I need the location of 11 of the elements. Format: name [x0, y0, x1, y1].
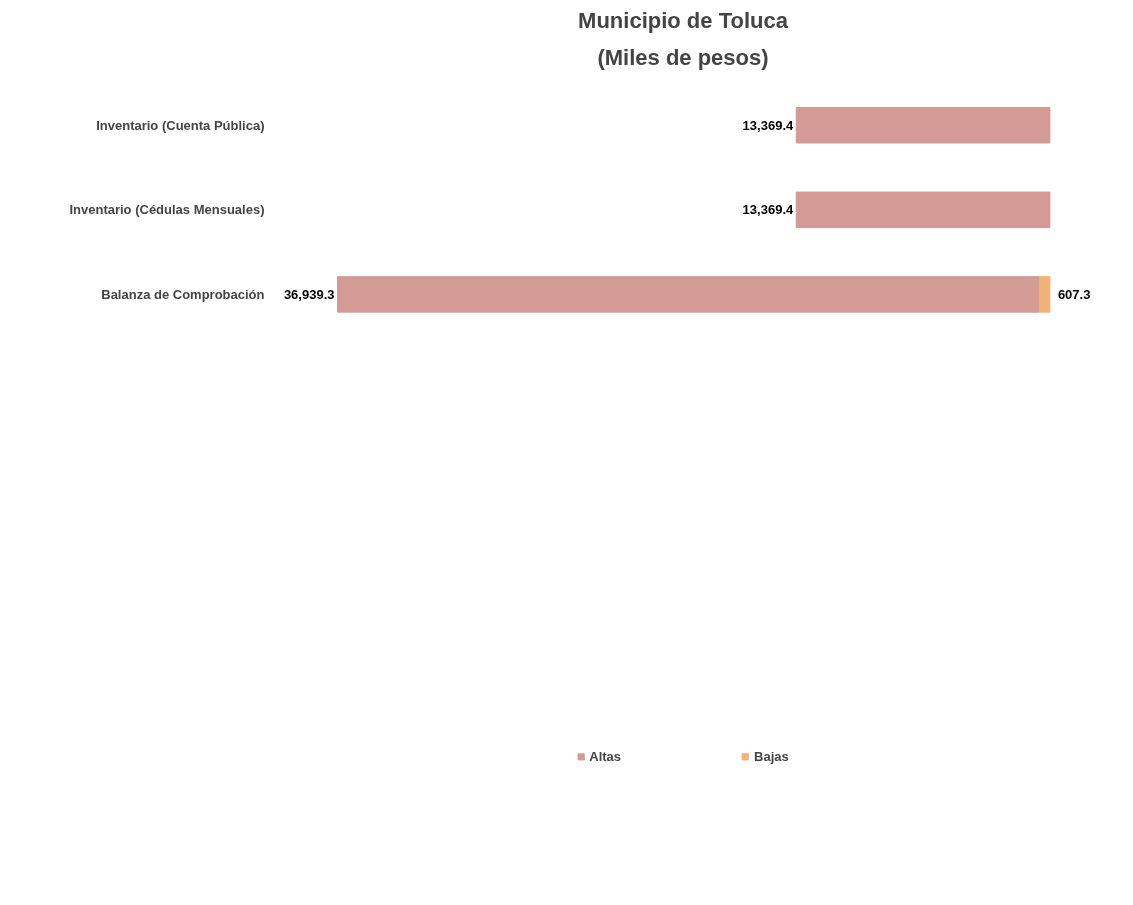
data-label: 13,369.4 [742, 117, 794, 133]
legend-label: Altas [589, 748, 622, 764]
y-tick-label: Inventario (Cédulas Mensuales) [69, 202, 265, 218]
chart-subtitle: (Miles de pesos) [597, 44, 769, 70]
data-label: 607.3 [1057, 286, 1091, 302]
legend-label: Bajas [754, 748, 789, 764]
chart-title: Municipio de Toluca [578, 7, 789, 33]
y-tick-label: Balanza de Comprobación [101, 286, 265, 302]
y-tick-label: Inventario (Cuenta Pública) [96, 117, 265, 133]
data-label: 13,369.4 [742, 202, 794, 218]
data-label: 36,939.3 [283, 286, 335, 302]
